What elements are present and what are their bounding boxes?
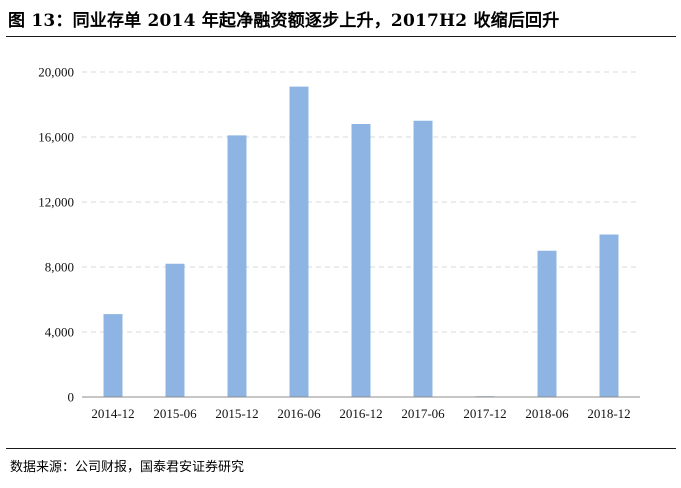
bar-2017-06 — [413, 120, 433, 397]
bars — [103, 86, 619, 397]
bar-2015-06 — [165, 263, 185, 397]
y-tick-label: 16,000 — [38, 130, 74, 145]
title-rule — [6, 36, 676, 37]
x-tick-label: 2017-06 — [401, 406, 445, 421]
x-tick-label: 2017-12 — [463, 406, 506, 421]
x-tick-label: 2016-12 — [339, 406, 382, 421]
bar-2016-06 — [289, 86, 309, 397]
chart-title: 图 13：同业存单 2014 年起净融资额逐步上升，2017H2 收缩后回升 — [8, 11, 560, 31]
x-tick-label: 2015-06 — [153, 406, 197, 421]
source-rule — [6, 448, 676, 449]
bar-2015-12 — [227, 135, 247, 397]
x-tick-label: 2018-06 — [525, 406, 569, 421]
y-tick-label: 8,000 — [45, 260, 74, 275]
bar-2014-12 — [103, 314, 123, 397]
x-tick-label: 2018-12 — [587, 406, 630, 421]
y-tick-label: 12,000 — [38, 195, 74, 210]
x-tick-label: 2015-12 — [215, 406, 258, 421]
y-tick-label: 4,000 — [45, 325, 74, 340]
bar-2018-12 — [599, 234, 619, 397]
bar-2016-12 — [351, 124, 371, 397]
x-tick-labels: 2014-12 2015-06 2015-12 2016-06 2016-12 2017-… — [91, 406, 630, 421]
x-tick-label: 2016-06 — [277, 406, 321, 421]
y-tick-labels: 0 4,000 8,000 12,000 16,000 20,000 — [38, 65, 74, 405]
source-note: 数据来源：公司财报，国泰君安证券研究 — [10, 460, 245, 475]
x-tick-label: 2014-12 — [91, 406, 134, 421]
y-tick-label: 20,000 — [38, 65, 74, 80]
bar-2018-06 — [537, 250, 557, 397]
y-tick-label: 0 — [68, 390, 75, 405]
